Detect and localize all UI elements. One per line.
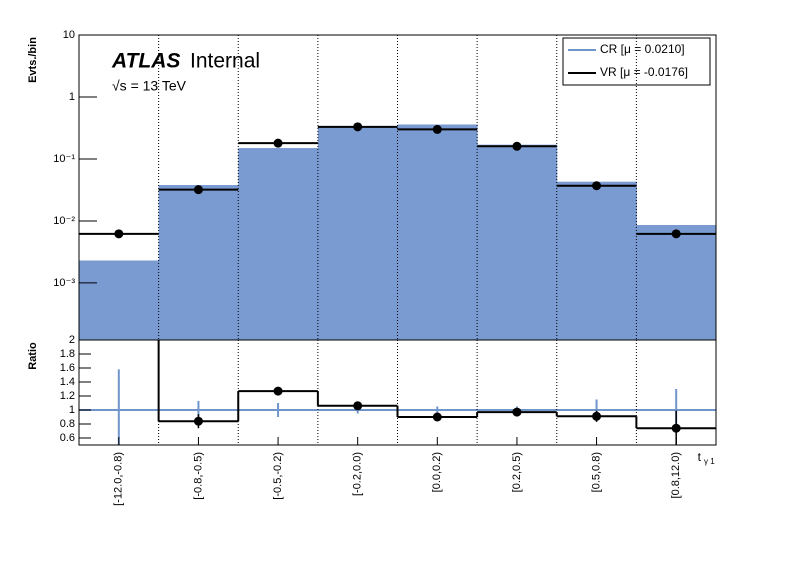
x-tick-label: [0.8,12.0) — [670, 452, 682, 498]
main-plot — [79, 122, 716, 340]
x-axis-label: t — [698, 450, 702, 464]
vr-point — [353, 122, 363, 132]
cr-bar — [238, 148, 319, 340]
x-tick-label: [-0.5,-0.2) — [272, 452, 284, 500]
ratio-tick-label: 0.6 — [60, 432, 75, 444]
cr-bar — [158, 185, 239, 340]
vr-point — [592, 181, 602, 191]
ratio-axis-label: Ratio — [27, 342, 39, 370]
ratio-tick-label: 1.4 — [60, 376, 75, 388]
cr-bar — [397, 124, 478, 340]
x-tick-label: [0.0,0.2) — [431, 452, 443, 492]
vr-ratio-point — [193, 416, 203, 426]
energy-label: √s = 13 TeV — [112, 78, 187, 94]
vr-point — [114, 229, 124, 239]
legend-label: CR [μ = 0.0210] — [600, 42, 685, 56]
x-tick-label: [-12.0,-0.8) — [113, 452, 125, 506]
ratio-tick-label: 1.2 — [60, 390, 75, 402]
vr-point — [432, 124, 442, 134]
cr-bar — [636, 225, 716, 340]
vr-ratio-point — [353, 401, 363, 411]
vr-ratio-point — [273, 386, 283, 396]
y-axis-label: Evts./bin — [27, 37, 39, 83]
x-axis-label-sub: γ 1 — [704, 457, 715, 466]
vr-ratio-point — [432, 412, 442, 422]
ratio-tick-label: 1 — [69, 404, 75, 416]
vr-ratio-point — [512, 407, 522, 417]
vr-point — [512, 141, 522, 151]
y-tick-label: 10⁻² — [53, 215, 75, 227]
vr-ratio-point — [671, 423, 681, 433]
cr-bar — [477, 144, 558, 340]
y-tick-label: 10⁻³ — [53, 277, 75, 289]
atlas-label: ATLAS — [111, 50, 180, 73]
ratio-tick-label: 1.8 — [60, 348, 75, 360]
cr-bar — [556, 181, 637, 340]
y-tick-label: 10⁻¹ — [53, 153, 75, 165]
cr-bar — [79, 260, 160, 340]
x-tick-label: [-0.8,-0.5) — [192, 452, 204, 500]
x-tick-label: [0.2,0.5) — [511, 452, 523, 492]
ratio-tick-label: 0.8 — [60, 418, 75, 430]
vr-point — [193, 185, 203, 195]
x-tick-label: [0.5,0.8) — [590, 452, 602, 492]
vr-point — [273, 138, 283, 148]
vr-ratio-point — [592, 411, 602, 421]
x-tick-label: [-0.2,0.0) — [352, 452, 364, 496]
y-tick-label: 1 — [69, 91, 75, 103]
ratio-plot — [79, 340, 716, 445]
vr-point — [671, 229, 681, 239]
cr-bar — [317, 126, 398, 340]
legend-label: VR [μ = -0.0176] — [600, 65, 688, 79]
ratio-tick-label: 2 — [69, 334, 75, 346]
y-tick-label: 10 — [63, 29, 75, 41]
ratio-tick-label: 1.6 — [60, 362, 75, 374]
status-label: Internal — [190, 50, 260, 73]
